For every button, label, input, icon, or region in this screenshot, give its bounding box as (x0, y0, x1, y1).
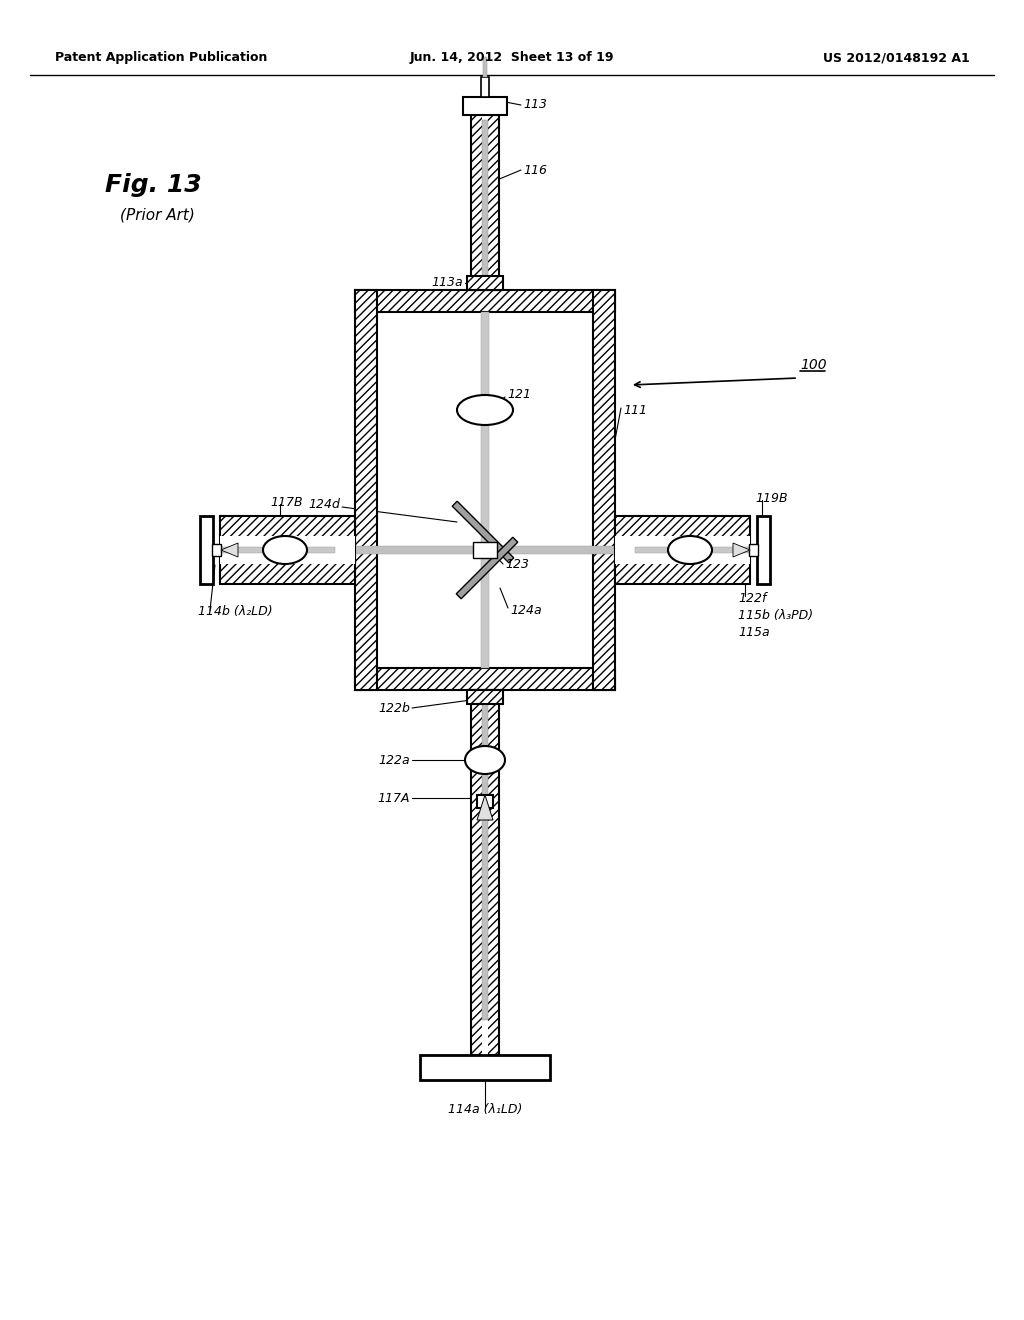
Text: 122a: 122a (379, 754, 410, 767)
Text: Fig. 13: Fig. 13 (105, 173, 202, 197)
Text: 115a: 115a (738, 626, 770, 639)
Bar (473, 543, 497, 558)
Bar (483, 57, 487, 77)
Bar (420, 1055, 550, 1080)
Bar (477, 795, 493, 808)
Bar (467, 690, 503, 704)
Bar (593, 290, 615, 690)
Bar (463, 96, 507, 115)
Ellipse shape (263, 536, 307, 564)
Text: 113a: 113a (431, 276, 463, 289)
Bar (467, 276, 503, 290)
Text: 114a (λ₁LD): 114a (λ₁LD) (447, 1104, 522, 1117)
Bar (220, 516, 355, 583)
Polygon shape (477, 795, 493, 820)
Text: 122f: 122f (738, 591, 766, 605)
Bar (482, 696, 488, 1020)
Bar (471, 115, 499, 290)
Polygon shape (221, 543, 238, 557)
Text: 124d: 124d (308, 499, 340, 511)
Bar (220, 536, 355, 564)
Text: 114b (λ₂LD): 114b (λ₂LD) (198, 606, 272, 619)
Text: US 2012/0148192 A1: US 2012/0148192 A1 (823, 51, 970, 65)
Text: (Prior Art): (Prior Art) (120, 207, 195, 223)
Bar (471, 690, 499, 1055)
Text: Jun. 14, 2012  Sheet 13 of 19: Jun. 14, 2012 Sheet 13 of 19 (410, 51, 614, 65)
Bar (615, 516, 750, 583)
Bar (481, 312, 489, 668)
Text: 116: 116 (523, 164, 547, 177)
Polygon shape (733, 543, 750, 557)
Bar (482, 690, 488, 1055)
Ellipse shape (465, 746, 505, 774)
Bar (355, 290, 615, 312)
Text: 115b (λ₃PD): 115b (λ₃PD) (738, 609, 813, 622)
Text: 123: 123 (505, 558, 529, 572)
Bar (615, 536, 750, 564)
Text: 117A: 117A (378, 792, 410, 804)
Bar (355, 290, 377, 690)
Text: 121: 121 (507, 388, 531, 401)
Bar (212, 544, 221, 556)
Bar (355, 668, 615, 690)
Bar (220, 546, 335, 553)
Text: 122b: 122b (378, 701, 410, 714)
Bar (749, 544, 758, 556)
Text: 113: 113 (523, 99, 547, 111)
Text: 100: 100 (800, 358, 826, 372)
Text: Patent Application Publication: Patent Application Publication (55, 51, 267, 65)
Text: 117B: 117B (270, 495, 303, 508)
Text: 111: 111 (623, 404, 647, 417)
Bar (482, 115, 488, 290)
Polygon shape (453, 502, 514, 562)
Bar (200, 516, 213, 583)
Bar (215, 546, 755, 554)
Bar (482, 120, 488, 290)
Polygon shape (457, 537, 518, 599)
Ellipse shape (668, 536, 712, 564)
Ellipse shape (457, 395, 513, 425)
Text: 119B: 119B (755, 491, 787, 504)
Bar (377, 312, 593, 668)
Bar (635, 546, 750, 553)
Bar (757, 516, 770, 583)
Text: 124a: 124a (510, 603, 542, 616)
Bar (481, 77, 489, 96)
